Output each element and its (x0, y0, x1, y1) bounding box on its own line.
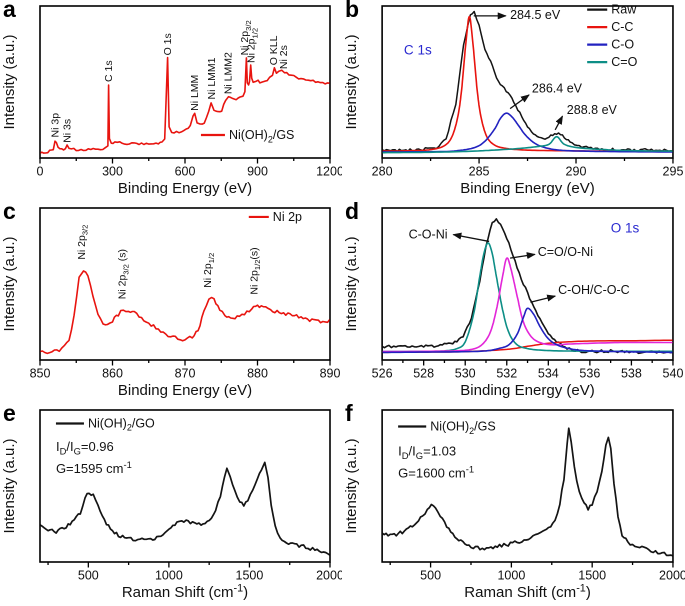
svg-text:2000: 2000 (659, 569, 685, 583)
panel-c: c 850 860 870 880 890 Binding Energy (eV) Inte… (0, 202, 342, 404)
svg-text:Binding Energy (eV): Binding Energy (eV) (118, 180, 252, 197)
svg-text:Ni(OH)2/GS: Ni(OH)2/GS (229, 128, 294, 144)
svg-text:ID/IG=1.03: ID/IG=1.03 (398, 444, 456, 461)
svg-text:Binding Energy (eV): Binding Energy (eV) (460, 180, 595, 197)
svg-text:Ni 2p: Ni 2p (273, 210, 302, 224)
panel-b-chart: 280 285 290 295 Binding Energy (eV) Intensity… (343, 3, 684, 197)
panel-d-letter: d (345, 202, 360, 224)
svg-text:Ni(OH)2/GS: Ni(OH)2/GS (430, 420, 496, 436)
svg-text:532: 532 (496, 367, 517, 381)
svg-text:Intensity (a.u.): Intensity (a.u.) (1, 236, 18, 331)
svg-text:C=O: C=O (611, 55, 637, 69)
svg-text:C 1s: C 1s (404, 43, 432, 58)
svg-text:284.5 eV: 284.5 eV (510, 8, 561, 22)
svg-text:295: 295 (663, 165, 684, 179)
svg-text:Ni 2p1/2: Ni 2p1/2 (202, 253, 216, 288)
svg-text:2000: 2000 (316, 569, 342, 583)
panel-b: b 280 285 290 295 Binding Energy (eV) Intensi… (342, 0, 685, 202)
svg-text:286.4 eV: 286.4 eV (532, 82, 583, 96)
svg-text:1200: 1200 (316, 165, 342, 179)
svg-text:Ni 2p3/2: Ni 2p3/2 (76, 225, 90, 260)
svg-text:C-C: C-C (611, 20, 633, 34)
panel-f-letter: f (345, 404, 353, 426)
svg-text:C=O/O-Ni: C=O/O-Ni (538, 245, 593, 259)
svg-text:288.8 eV: 288.8 eV (567, 103, 618, 117)
svg-text:Ni LMM: Ni LMM (189, 75, 201, 111)
svg-text:528: 528 (413, 367, 434, 381)
svg-text:Ni 2p3/2 (s): Ni 2p3/2 (s) (117, 249, 131, 299)
svg-text:860: 860 (102, 367, 123, 381)
svg-text:Ni 3p: Ni 3p (50, 113, 62, 138)
panel-c-letter: c (3, 202, 16, 224)
panel-f: f 500 1000 1500 2000 Raman Shift (cm-1) Inten… (342, 404, 685, 606)
svg-text:285: 285 (469, 165, 490, 179)
svg-text:Ni 2p3/2: Ni 2p3/2 (239, 20, 253, 55)
panel-a-letter: a (3, 0, 16, 22)
svg-text:538: 538 (621, 367, 642, 381)
svg-text:Raw: Raw (611, 3, 637, 17)
svg-text:Binding Energy (eV): Binding Energy (eV) (460, 382, 595, 399)
panel-b-letter: b (345, 0, 360, 22)
svg-text:ID/IG=0.96: ID/IG=0.96 (56, 439, 114, 456)
svg-text:500: 500 (78, 569, 99, 583)
panel-e: e 500 1000 1500 2000 Raman Shift (cm-1) Inten… (0, 404, 342, 606)
svg-text:G=1600 cm-1: G=1600 cm-1 (398, 464, 474, 481)
panel-d-chart: 526 528 530 532 534 536 538 540 Binding Energy (… (343, 207, 684, 399)
svg-text:1500: 1500 (236, 569, 264, 583)
svg-text:Ni LMM1: Ni LMM1 (206, 57, 218, 99)
svg-text:530: 530 (455, 367, 476, 381)
svg-text:C-O-Ni: C-O-Ni (409, 227, 448, 241)
svg-text:Ni 2p1/2: Ni 2p1/2 (246, 28, 260, 63)
svg-text:880: 880 (247, 367, 268, 381)
panel-e-letter: e (3, 404, 16, 426)
svg-text:1500: 1500 (578, 569, 606, 583)
svg-text:Intensity (a.u.): Intensity (a.u.) (343, 34, 360, 129)
svg-text:O KLL: O KLL (268, 35, 280, 65)
panel-a: a 0 300 600 900 1200 Binding Energy (eV) Inten… (0, 0, 342, 202)
svg-text:O 1s: O 1s (162, 33, 174, 55)
svg-text:300: 300 (102, 165, 123, 179)
svg-text:Ni LMM2: Ni LMM2 (222, 52, 234, 94)
svg-text:534: 534 (538, 367, 559, 381)
svg-text:Intensity (a.u.): Intensity (a.u.) (343, 438, 360, 533)
panel-d: d 526 528 530 532 534 536 538 540 Binding Energy… (342, 202, 685, 404)
panel-e-chart: 500 1000 1500 2000 Raman Shift (cm-1) Intensi… (1, 409, 342, 601)
svg-text:0: 0 (37, 165, 44, 179)
svg-text:Ni 3s: Ni 3s (61, 119, 73, 143)
svg-text:G=1595 cm-1: G=1595 cm-1 (56, 459, 132, 476)
svg-text:500: 500 (420, 569, 441, 583)
svg-text:O 1s: O 1s (611, 220, 640, 235)
svg-text:850: 850 (30, 367, 51, 381)
svg-text:Ni(OH)2/GO: Ni(OH)2/GO (88, 416, 155, 432)
svg-text:536: 536 (579, 367, 600, 381)
svg-text:900: 900 (247, 165, 268, 179)
panel-f-chart: 500 1000 1500 2000 Raman Shift (cm-1) Intensi… (343, 409, 685, 601)
svg-text:Ni 2p1/2(s): Ni 2p1/2(s) (249, 247, 263, 294)
svg-text:Binding Energy (eV): Binding Energy (eV) (118, 382, 252, 399)
svg-text:1000: 1000 (155, 569, 183, 583)
svg-text:C 1s: C 1s (103, 60, 115, 82)
svg-text:526: 526 (372, 367, 393, 381)
svg-text:290: 290 (566, 165, 587, 179)
svg-text:1000: 1000 (497, 569, 525, 583)
svg-text:540: 540 (663, 367, 684, 381)
svg-text:Raman Shift (cm-1): Raman Shift (cm-1) (122, 582, 248, 601)
svg-text:870: 870 (175, 367, 196, 381)
panel-a-chart: 0 300 600 900 1200 Binding Energy (eV) Intensi… (1, 5, 342, 197)
svg-text:C-OH/C-O-C: C-OH/C-O-C (558, 283, 630, 297)
svg-text:C-O: C-O (611, 38, 634, 52)
svg-text:890: 890 (320, 367, 341, 381)
svg-text:280: 280 (372, 165, 393, 179)
svg-text:Raman Shift (cm-1): Raman Shift (cm-1) (464, 582, 591, 601)
svg-text:Intensity (a.u.): Intensity (a.u.) (1, 34, 18, 129)
svg-text:Intensity (a.u.): Intensity (a.u.) (1, 438, 18, 533)
svg-text:600: 600 (175, 165, 196, 179)
svg-text:Ni 2s: Ni 2s (278, 45, 290, 69)
panel-c-chart: 850 860 870 880 890 Binding Energy (eV) Intens… (1, 207, 341, 399)
svg-text:Intensity (a.u.): Intensity (a.u.) (343, 236, 360, 331)
